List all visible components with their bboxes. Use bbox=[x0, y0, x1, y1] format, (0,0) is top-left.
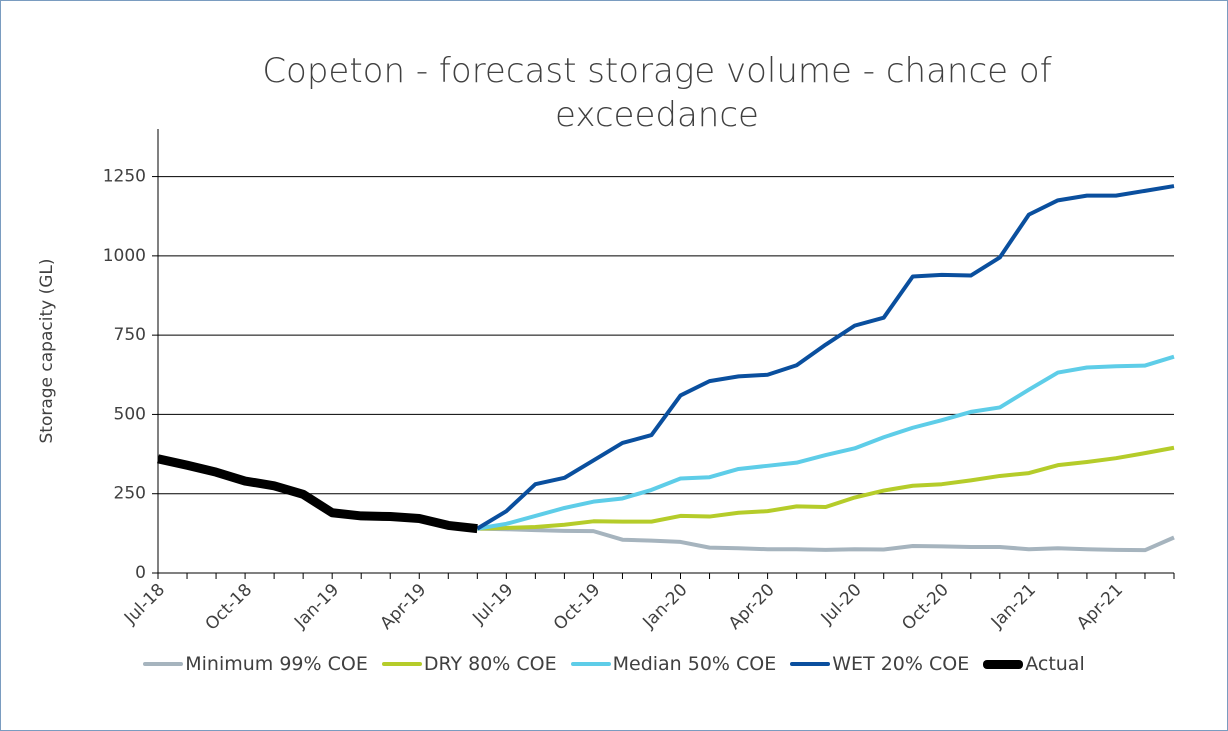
y-tick-label: 750 bbox=[114, 325, 146, 345]
x-tick-label: Jan-19 bbox=[290, 580, 343, 633]
legend-swatch bbox=[790, 662, 831, 666]
y-tick-label: 500 bbox=[114, 404, 146, 424]
y-tick-label: 1000 bbox=[103, 246, 146, 266]
legend-item: Median 50% COE bbox=[570, 653, 777, 675]
legend-swatch bbox=[143, 662, 184, 666]
legend-label: Minimum 99% COE bbox=[185, 653, 368, 675]
legend-label: WET 20% COE bbox=[832, 653, 970, 675]
legend-label: Actual bbox=[1025, 653, 1085, 675]
legend: Minimum 99% COE DRY 80% COE Median 50% COE… bbox=[1, 653, 1227, 675]
y-axis-label: Storage capacity (GL) bbox=[37, 259, 57, 444]
legend-swatch bbox=[983, 659, 1024, 669]
x-tick-label: Jul-19 bbox=[468, 580, 517, 629]
legend-item: Actual bbox=[983, 653, 1085, 675]
x-tick-label: Oct-20 bbox=[898, 580, 953, 635]
x-tick-label: Jul-20 bbox=[817, 580, 866, 629]
x-tick-label: Apr-19 bbox=[377, 580, 431, 634]
series-line bbox=[476, 184, 1175, 531]
series-line bbox=[477, 445, 1175, 531]
x-tick-label: Apr-21 bbox=[1073, 580, 1127, 634]
legend-swatch bbox=[381, 662, 422, 666]
legend-swatch bbox=[570, 662, 611, 666]
y-tick-label: 1250 bbox=[103, 167, 146, 187]
series-line bbox=[476, 354, 1175, 531]
x-tick-label: Apr-20 bbox=[725, 580, 779, 634]
y-tick-label: 250 bbox=[114, 484, 146, 504]
y-tick-label: 0 bbox=[135, 563, 146, 583]
series-line bbox=[157, 454, 478, 534]
chart-title: Copeton - forecast storage volume - chan… bbox=[262, 51, 1052, 135]
x-tick-label: Jan-20 bbox=[639, 580, 692, 633]
legend-label: Median 50% COE bbox=[612, 653, 777, 675]
legend-item: WET 20% COE bbox=[790, 653, 969, 675]
legend-item: Minimum 99% COE bbox=[143, 653, 368, 675]
legend-label: DRY 80% COE bbox=[423, 653, 557, 675]
x-tick-label: Oct-18 bbox=[202, 580, 257, 635]
x-tick-label: Jan-21 bbox=[987, 580, 1040, 633]
legend-item: DRY 80% COE bbox=[381, 653, 557, 675]
series-line bbox=[477, 526, 1175, 553]
x-tick-label: Oct-19 bbox=[550, 580, 605, 635]
x-tick-label: Jul-18 bbox=[120, 580, 169, 629]
